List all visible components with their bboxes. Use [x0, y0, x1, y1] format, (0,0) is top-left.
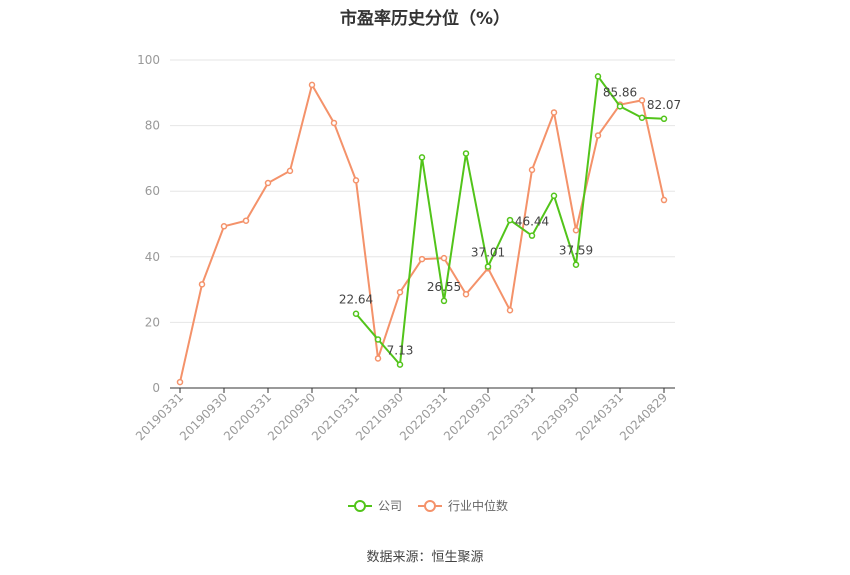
data-point: [396, 288, 404, 296]
y-tick-label: 20: [145, 315, 160, 329]
data-point: [396, 361, 404, 368]
data-point: [484, 263, 492, 270]
data-point: [374, 355, 382, 362]
legend-item-industry-median: 行业中位数: [418, 498, 508, 513]
series-company: 22.64 7.13 26.55 37.01 46.44 37.59 85.86 82.07: [339, 73, 681, 368]
data-point: [638, 97, 646, 104]
data-point: [418, 154, 426, 161]
data-point: [352, 177, 360, 184]
data-point: [264, 179, 272, 187]
data-label: 37.01: [471, 246, 505, 260]
data-point: [660, 196, 668, 204]
data-point: [374, 336, 382, 343]
y-tick-label: 0: [152, 381, 160, 395]
y-tick-label: 60: [145, 184, 160, 198]
data-point: [330, 119, 338, 127]
data-point: [462, 290, 470, 298]
data-point: [440, 254, 448, 262]
legend-marker: [354, 500, 366, 512]
data-point: [506, 216, 514, 224]
data-point: [198, 281, 206, 288]
data-point: [638, 114, 646, 121]
data-point: [616, 103, 624, 110]
data-point: [506, 307, 514, 314]
data-point: [440, 297, 448, 305]
data-point: [418, 255, 426, 263]
data-label: 26.55: [427, 280, 461, 294]
data-point: [308, 81, 316, 89]
chart-title: 市盈率历史分位（%）: [339, 9, 511, 29]
legend-label: 行业中位数: [448, 498, 508, 513]
x-tick-label: 20240829: [617, 390, 670, 443]
legend-item-company: 公司: [348, 499, 402, 513]
data-label: 22.64: [339, 293, 373, 307]
data-point: [462, 150, 470, 157]
data-point: [528, 166, 536, 174]
y-tick-label: 100: [137, 53, 160, 67]
data-point: [220, 223, 228, 230]
series-industry-median: [176, 81, 668, 386]
legend-marker: [424, 500, 436, 512]
data-point: [550, 192, 558, 200]
data-point: [286, 167, 294, 175]
data-point: [550, 109, 558, 116]
data-point: [594, 73, 602, 80]
data-label: 7.13: [387, 344, 414, 358]
data-point: [660, 115, 668, 123]
data-point: [352, 310, 360, 317]
legend: 公司 行业中位数: [348, 498, 508, 513]
data-point: [176, 378, 184, 386]
data-source-note: 数据来源：恒生聚源: [366, 550, 484, 565]
data-label: 85.86: [603, 85, 637, 99]
data-point: [528, 232, 536, 239]
data-point: [594, 132, 602, 139]
data-point: [242, 217, 250, 224]
y-tick-label: 40: [145, 250, 160, 264]
data-point: [572, 261, 580, 268]
y-tick-label: 80: [145, 119, 160, 133]
data-label: 37.59: [559, 244, 593, 258]
data-label: 46.44: [515, 215, 549, 229]
data-label: 82.07: [647, 98, 681, 112]
data-point: [572, 226, 580, 234]
legend-label: 公司: [378, 499, 402, 513]
